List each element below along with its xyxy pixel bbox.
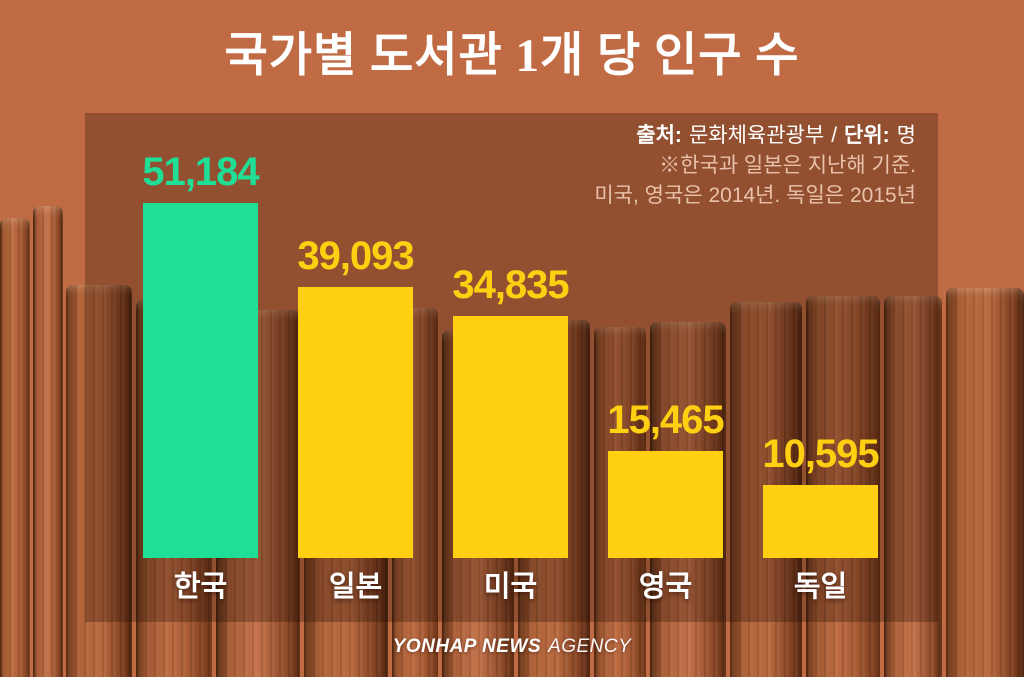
footer-logo-light: AGENCY	[548, 636, 632, 657]
book-spine	[884, 296, 942, 677]
bar-3	[453, 316, 568, 558]
category-label-3: 미국	[483, 571, 538, 603]
book-spine	[0, 218, 30, 677]
bar-value-5: 10,595	[762, 432, 879, 476]
bar-5	[763, 485, 878, 558]
footnote-line-1: ※한국과 일본은 지난해 기준.	[659, 154, 916, 177]
book-spine	[66, 285, 132, 677]
category-label-5: 독일	[793, 571, 848, 603]
separator-slash: /	[831, 124, 838, 147]
bar-value-4: 15,465	[607, 398, 724, 442]
footer-logo-bold: YONHAP NEWS	[392, 636, 542, 657]
bar-1	[143, 203, 258, 558]
source-note-block: 출처: 문화체육관광부 / 단위: 명 ※한국과 일본은 지난해 기준. 미국, 영국은…	[594, 121, 916, 211]
unit-value: 명	[896, 124, 916, 147]
source-value: 문화체육관광부	[688, 124, 825, 147]
source-unit-line: 출처: 문화체육관광부 / 단위: 명	[594, 121, 916, 151]
book-spine	[946, 288, 1024, 677]
chart-title: 국가별 도서관 1개 당 인구 수	[224, 30, 800, 82]
source-label: 출처:	[636, 124, 682, 147]
bar-value-1: 51,184	[142, 150, 259, 194]
footnote-line-2: 미국, 영국은 2014년. 독일은 2015년	[594, 184, 916, 207]
footer-logo: YONHAP NEWS AGENCY	[0, 636, 1024, 658]
category-label-1: 한국	[173, 571, 228, 603]
bar-4	[608, 451, 723, 558]
book-spine	[33, 206, 63, 677]
bar-value-3: 34,835	[452, 263, 569, 307]
bar-2	[298, 287, 413, 558]
unit-label: 단위:	[844, 124, 890, 147]
category-label-2: 일본	[328, 571, 383, 603]
category-label-4: 영국	[638, 571, 693, 603]
bar-value-2: 39,093	[297, 234, 414, 278]
